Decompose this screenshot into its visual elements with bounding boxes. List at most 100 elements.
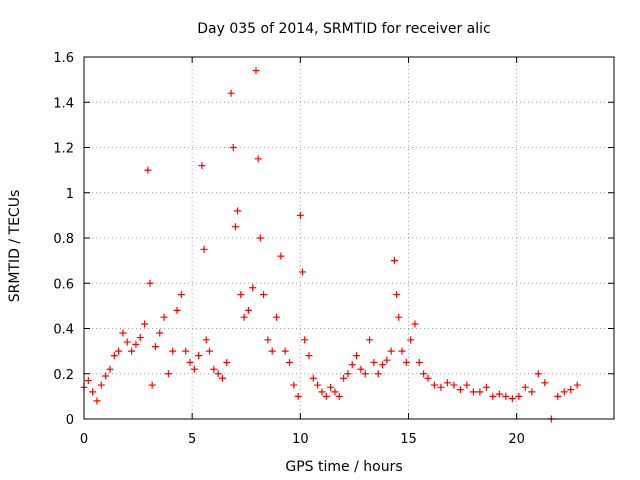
data-point (560, 388, 568, 396)
grid (84, 57, 614, 419)
data-point (254, 155, 262, 163)
data-point (469, 388, 477, 396)
data-point (93, 397, 101, 405)
y-tick-label: 0.6 (53, 277, 74, 292)
data-point (298, 268, 306, 276)
data-point (290, 381, 298, 389)
data-point (110, 352, 118, 360)
y-tick-label: 1.4 (53, 96, 74, 111)
data-point (398, 347, 406, 355)
y-tick-label: 0.2 (53, 368, 74, 383)
data-point (534, 370, 542, 378)
data-point (296, 211, 304, 219)
data-point (314, 381, 322, 389)
data-point (370, 358, 378, 366)
x-tick-label: 15 (400, 432, 417, 447)
data-point (256, 234, 264, 242)
data-point (252, 67, 260, 75)
data-point (331, 388, 339, 396)
data-point (361, 370, 369, 378)
data-point (260, 291, 268, 299)
data-point (273, 313, 281, 321)
data-point (286, 358, 294, 366)
data-point (567, 386, 575, 394)
data-point (214, 370, 222, 378)
data-point (456, 386, 464, 394)
y-tick-label: 0 (66, 413, 74, 428)
x-axis-label: GPS time / hours (285, 459, 402, 475)
y-axis-label: SRMTID / TECUs (7, 190, 23, 303)
data-point (402, 358, 410, 366)
data-point (132, 340, 140, 348)
data-point (450, 381, 458, 389)
data-point (97, 381, 105, 389)
data-point (495, 390, 503, 398)
data-point (541, 379, 549, 387)
data-point (237, 291, 245, 299)
data-point (115, 347, 123, 355)
data-point (123, 338, 131, 346)
y-tick-label: 1.2 (53, 142, 74, 157)
data-point (476, 388, 484, 396)
data-point (218, 374, 226, 382)
data-point (210, 365, 218, 373)
data-point (301, 336, 309, 344)
data-point (151, 343, 159, 351)
data-point (84, 377, 92, 385)
data-point (374, 370, 382, 378)
data-point (430, 381, 438, 389)
data-point (281, 347, 289, 355)
data-point (573, 381, 581, 389)
data-point (144, 166, 152, 174)
data-point (318, 388, 326, 396)
data-point (249, 284, 257, 292)
data-point (294, 392, 302, 400)
data-point (393, 291, 401, 299)
data-point (437, 383, 445, 391)
data-point (411, 320, 419, 328)
data-point (229, 144, 237, 151)
data-point (119, 329, 127, 337)
data-point (335, 392, 343, 400)
data-point (268, 347, 276, 355)
data-point (227, 89, 235, 97)
data-point (89, 388, 97, 396)
data-point (305, 352, 313, 360)
data-point (554, 392, 562, 400)
y-tick-label: 0.4 (53, 323, 74, 338)
data-point (182, 347, 190, 355)
data-point (141, 320, 149, 328)
data-point (277, 252, 285, 260)
x-tick-label: 5 (188, 432, 196, 447)
y-tick-label: 1.6 (53, 51, 74, 66)
data-point (169, 347, 177, 355)
data-point (383, 356, 391, 364)
data-point (200, 245, 208, 253)
y-tick-label: 1 (66, 187, 74, 202)
data-point (415, 358, 423, 366)
data-point (148, 381, 156, 389)
data-point (515, 392, 523, 400)
data-points (80, 67, 581, 423)
data-point (387, 347, 395, 355)
x-tick-label: 20 (508, 432, 525, 447)
data-point (234, 207, 242, 215)
data-point (164, 370, 172, 378)
data-point (395, 313, 403, 321)
data-point (231, 223, 239, 231)
data-point (173, 306, 181, 314)
data-point (463, 381, 471, 389)
data-point (327, 383, 335, 391)
data-point (482, 383, 490, 391)
data-point (156, 329, 164, 337)
data-point (443, 379, 451, 387)
data-point (340, 374, 348, 382)
data-point (190, 365, 198, 373)
data-point (198, 162, 206, 170)
x-tick-label: 10 (292, 432, 309, 447)
data-point (489, 392, 497, 400)
data-point (322, 392, 330, 400)
data-point (508, 395, 516, 403)
data-point (344, 370, 352, 378)
